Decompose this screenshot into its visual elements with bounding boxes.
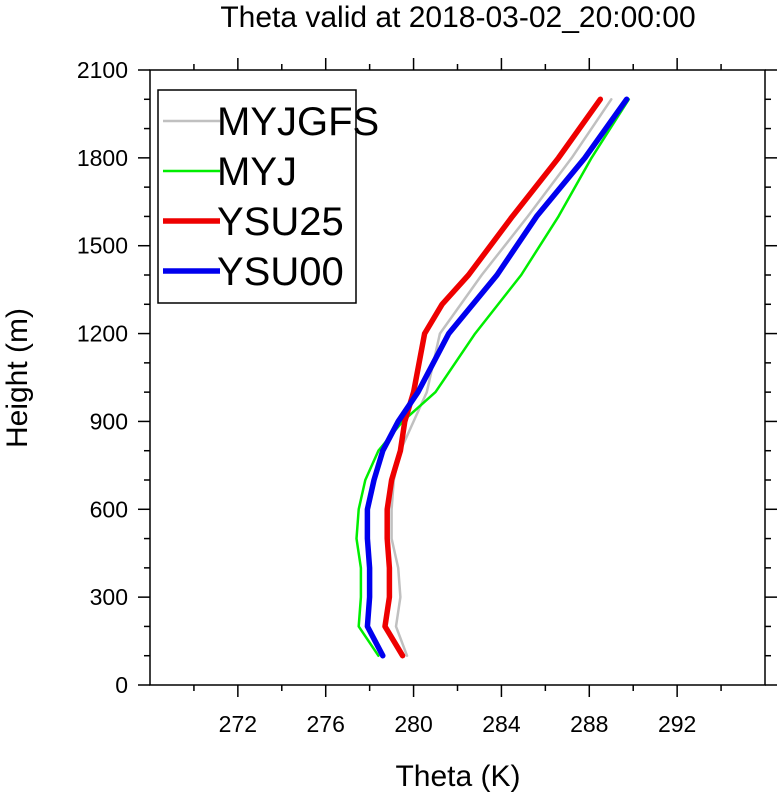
- y-tick-label: 0: [115, 672, 128, 698]
- y-tick-label: 1200: [77, 321, 128, 347]
- chart-title: Theta valid at 2018-03-02_20:00:00: [220, 1, 695, 34]
- legend-label-ysu00: YSU00: [217, 250, 344, 294]
- series-lines: [355, 96, 631, 659]
- y-tick-label: 300: [90, 584, 128, 610]
- y-tick-label: 1800: [77, 145, 128, 171]
- x-tick-label: 276: [307, 711, 345, 737]
- axis-ticks: [138, 58, 777, 697]
- series-line-myj: [355, 98, 631, 657]
- x-tick-label: 292: [658, 711, 696, 737]
- series-line-ysu00: [364, 96, 630, 659]
- y-tick-label: 600: [90, 496, 128, 522]
- x-tick-labels: 272 276 280 284 288 292: [219, 711, 697, 737]
- series-line-ysu25: [382, 96, 604, 659]
- x-axis-title: Theta (K): [395, 760, 520, 793]
- x-tick-label: 280: [394, 711, 432, 737]
- y-tick-labels: 0 300 600 900 1200 1500 1800 2100: [77, 57, 128, 698]
- y-tick-label: 1500: [77, 233, 128, 259]
- y-tick-label: 900: [90, 408, 128, 434]
- x-tick-label: 288: [570, 711, 608, 737]
- legend-label-myjgfs: MYJGFS: [217, 100, 379, 144]
- x-tick-label: 284: [482, 711, 521, 737]
- legend-label-myj: MYJ: [217, 150, 297, 194]
- legend-label-ysu25: YSU25: [217, 200, 344, 244]
- legend-box: [157, 89, 357, 304]
- legend: MYJGFS MYJ YSU25 YSU00: [157, 89, 379, 304]
- x-tick-label: 272: [219, 711, 257, 737]
- y-tick-label: 2100: [77, 57, 128, 83]
- y-axis-title: Height (m): [1, 308, 34, 448]
